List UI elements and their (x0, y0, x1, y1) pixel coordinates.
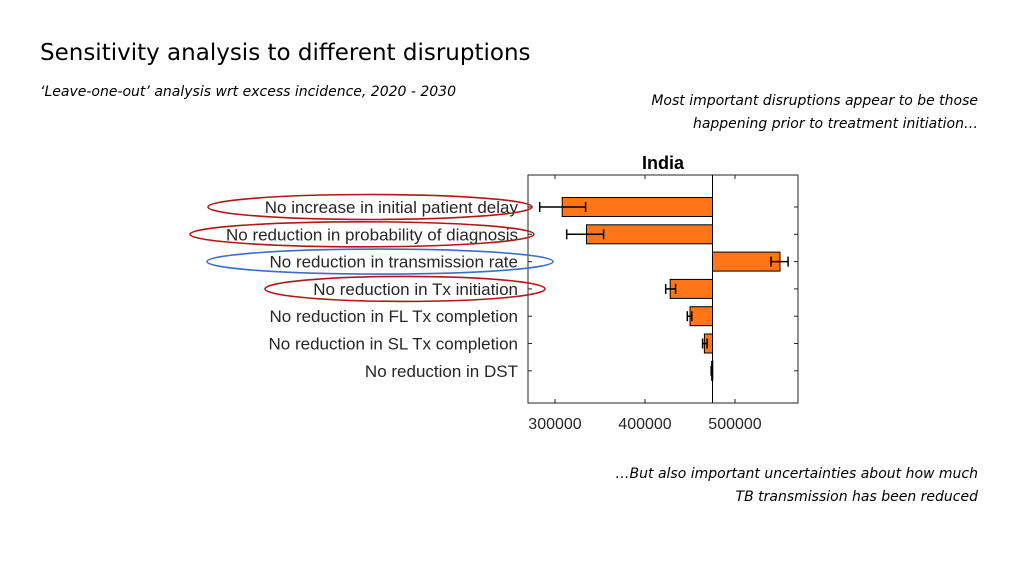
highlight-no-reduction-in-transmission-rate (206, 248, 554, 275)
category-label-no-reduction-in-sl-tx-completion: No reduction in SL Tx completion (269, 335, 518, 354)
category-label-no-reduction-in-transmission-rate: No reduction in transmission rate (269, 253, 518, 272)
bar-no-reduction-in-fl-tx-completion (689, 306, 713, 327)
category-label-no-reduction-in-dst: No reduction in DST (365, 362, 518, 381)
bars (561, 197, 781, 381)
note-bottom-line-2: TB transmission has been reduced (735, 489, 978, 505)
highlight-ellipses (189, 193, 554, 303)
category-label-no-increase-in-initial-patient-delay: No increase in initial patient delay (265, 198, 519, 217)
highlight-no-reduction-in-tx-initiation (264, 275, 546, 303)
bar-no-reduction-in-probability-of-diagnosis (586, 224, 713, 245)
x-tick-label: 500000 (708, 416, 761, 433)
note-top: Most important disruptions appear to be … (558, 90, 978, 136)
slide-subtitle: ‘Leave-one-out’ analysis wrt excess inci… (40, 84, 456, 100)
highlight-no-increase-in-initial-patient-delay (207, 193, 533, 221)
note-top-line-2: happening prior to treatment initiation… (692, 116, 978, 132)
bar-no-reduction-in-transmission-rate (712, 251, 781, 272)
chart-title: India (642, 153, 685, 173)
bar-no-reduction-in-tx-initiation (669, 278, 714, 299)
category-label-no-reduction-in-fl-tx-completion: No reduction in FL Tx completion (269, 307, 518, 326)
x-axis: 300000 400000 500000 (528, 175, 798, 433)
category-labels: No increase in initial patient delay No r… (226, 198, 519, 381)
note-bottom-line-1: …But also important uncertainties about … (615, 466, 978, 482)
x-tick-label: 300000 (528, 416, 581, 433)
note-bottom: …But also important uncertainties about … (558, 463, 978, 509)
highlight-no-reduction-in-probability-of-diagnosis (189, 221, 535, 248)
slide-title: Sensitivity analysis to different disrup… (40, 40, 531, 66)
category-label-no-reduction-in-tx-initiation: No reduction in Tx initiation (313, 280, 518, 299)
x-tick-label: 400000 (618, 416, 671, 433)
note-top-line-1: Most important disruptions appear to be … (651, 93, 978, 109)
category-label-no-reduction-in-probability-of-diagnosis: No reduction in probability of diagnosis (226, 225, 518, 244)
